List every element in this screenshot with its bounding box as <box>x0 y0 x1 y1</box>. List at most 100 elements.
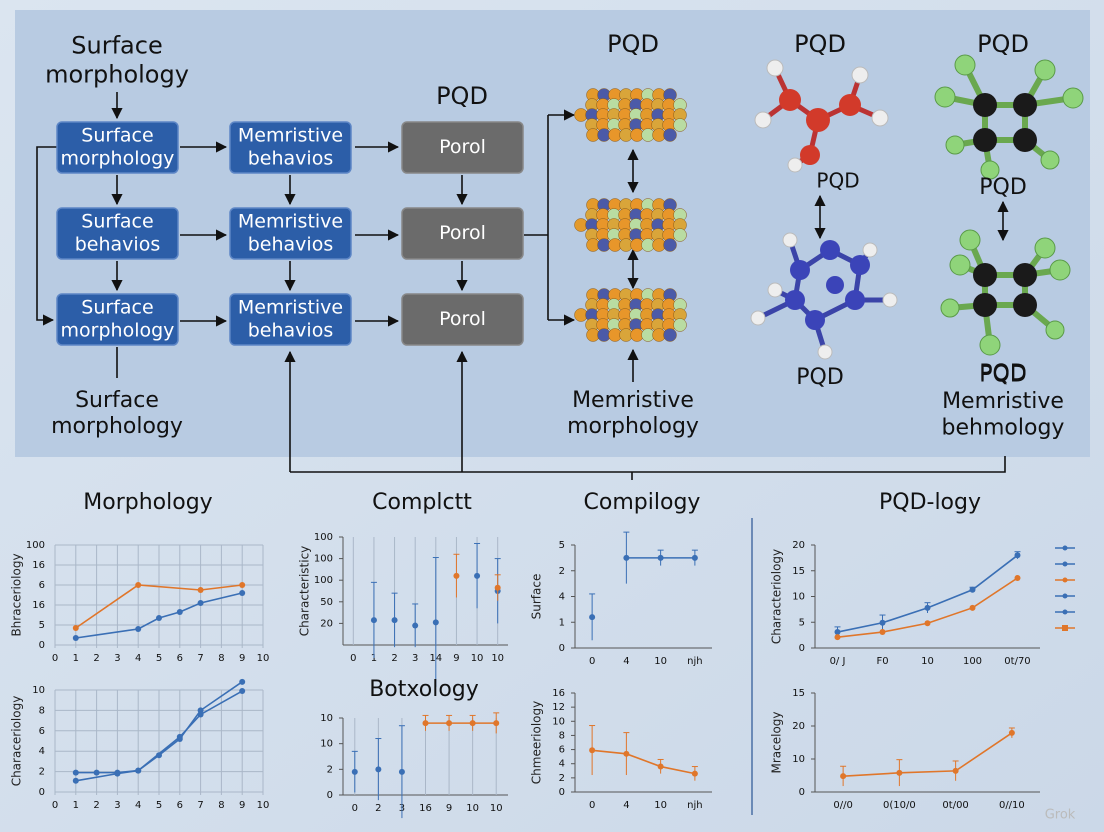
y-axis-label: Characteriology <box>770 549 784 644</box>
label: PQD <box>436 82 488 110</box>
nanoparticle-cluster <box>574 88 687 142</box>
x-tick-label: 10 <box>490 803 503 814</box>
x-tick-label: 4 <box>135 800 141 811</box>
chart: PQD-logy Characteriology 0 5 10 15 20 0/ J F0 10 1… <box>770 490 1040 667</box>
label: morphology <box>567 414 699 439</box>
x-tick-label: 10 <box>257 653 270 664</box>
y-tick-label: 2 <box>559 566 565 577</box>
x-tick-label: 3 <box>412 653 418 664</box>
structure-label: PQD <box>607 30 659 58</box>
legend <box>1055 545 1075 631</box>
x-tick-label: 0 <box>589 800 595 811</box>
data-point <box>239 582 246 588</box>
x-tick-label: 10 <box>921 656 934 667</box>
chart-title: Botxology <box>369 677 479 702</box>
structure-label: PQD <box>979 361 1027 386</box>
label: PQD <box>979 363 1027 388</box>
atoms <box>754 59 889 173</box>
process-box <box>401 207 524 260</box>
data-point <box>1014 574 1021 581</box>
data-point <box>834 634 841 641</box>
watermark: Grok <box>1045 808 1076 823</box>
structure-label: PQD <box>794 30 846 58</box>
x-tick-label: 100 <box>963 656 982 667</box>
y-tick-label: 10 <box>320 713 333 724</box>
y-tick-label: 6 <box>39 580 45 591</box>
x-tick-label: 9 <box>239 653 245 664</box>
label: morphology <box>51 414 183 439</box>
data-point <box>72 625 79 631</box>
data-point <box>494 584 501 591</box>
y-tick-label: 12 <box>552 702 565 713</box>
x-tick-label: 8 <box>218 653 224 664</box>
x-tick-label: 9 <box>239 800 245 811</box>
x-tick-label: F0 <box>876 656 888 667</box>
data-point <box>691 770 698 777</box>
atom <box>673 118 687 132</box>
y-tick-label: 2 <box>559 773 565 784</box>
chart-title: PQD-logy <box>879 490 981 515</box>
diagram-panel <box>15 10 1090 457</box>
chart: Chmeeriology 0 2 4 6 8 10 12 16 0 4 10 njh <box>530 688 712 811</box>
structure-label: PQD <box>979 175 1027 200</box>
connectors <box>36 92 1009 480</box>
chart: Complctt Characteristicy 20 50 100 100 100 0 1 2 3… <box>298 490 508 688</box>
x-tick-label: 0 <box>52 653 58 664</box>
structure-label: PQD <box>977 30 1029 58</box>
data-point <box>351 768 358 775</box>
x-tick-label: 4 <box>623 800 629 811</box>
y-tick-label: 16 <box>32 600 45 611</box>
x-tick-label: 16 <box>419 803 432 814</box>
nanoparticle-cluster <box>574 288 687 342</box>
y-tick-label: 8 <box>559 730 565 741</box>
y-tick-label: 10 <box>32 685 45 696</box>
x-tick-label: 4 <box>135 653 141 664</box>
data-point <box>924 604 931 611</box>
x-tick-label: 7 <box>197 653 203 664</box>
chart-title: Morphology <box>83 490 212 515</box>
atoms <box>973 93 1037 317</box>
chart-title: Compilogy <box>584 490 701 515</box>
box-label: behavios <box>248 147 333 169</box>
atom <box>663 238 677 252</box>
x-tick-label: 10 <box>491 653 504 664</box>
data-point <box>135 767 142 774</box>
atoms <box>779 89 861 165</box>
data-point <box>474 572 481 579</box>
box-label: behavios <box>75 233 160 255</box>
x-tick-label: 0t/70 <box>1004 656 1030 667</box>
atom <box>673 228 687 242</box>
y-tick-label: 0 <box>39 787 45 798</box>
structure-label: PQD <box>816 169 859 193</box>
data-point <box>623 750 630 757</box>
chart: Morphology Bhraceriology 0 5 16 6 16 100 0 1 2 3 4 5 6… <box>10 490 270 664</box>
series-line <box>75 690 243 782</box>
y-tick-label: 0 <box>799 643 805 654</box>
chart: Mracelogy 0 10 20 15 0//0 0(10/0 0t/00 0//10 <box>770 688 1040 811</box>
nanoparticle-cluster <box>574 198 687 252</box>
atoms <box>785 240 870 330</box>
structure-label: PQD <box>796 365 844 390</box>
atom <box>663 328 677 342</box>
data-point <box>446 720 453 727</box>
x-tick-label: 7 <box>197 800 203 811</box>
box-label: Porol <box>439 222 486 244</box>
x-tick-label: 9 <box>453 653 459 664</box>
chart: Compilogy Surface 0 1 4 2 5 0 4 10 njh <box>530 490 712 667</box>
data-point <box>623 554 630 561</box>
y-tick-label: 4 <box>559 759 565 770</box>
process-box <box>401 293 524 346</box>
y-axis-label: Chmeeriology <box>530 701 544 784</box>
data-point <box>93 769 100 776</box>
data-point <box>239 688 246 695</box>
x-tick-label: 10 <box>466 803 479 814</box>
data-point <box>969 586 976 593</box>
box-label: morphology <box>61 147 175 169</box>
y-tick-label: 20 <box>792 540 805 551</box>
data-point <box>176 609 183 615</box>
data-point <box>114 770 121 777</box>
y-tick-label: 5 <box>559 540 565 551</box>
y-tick-label: 1 <box>559 617 565 628</box>
